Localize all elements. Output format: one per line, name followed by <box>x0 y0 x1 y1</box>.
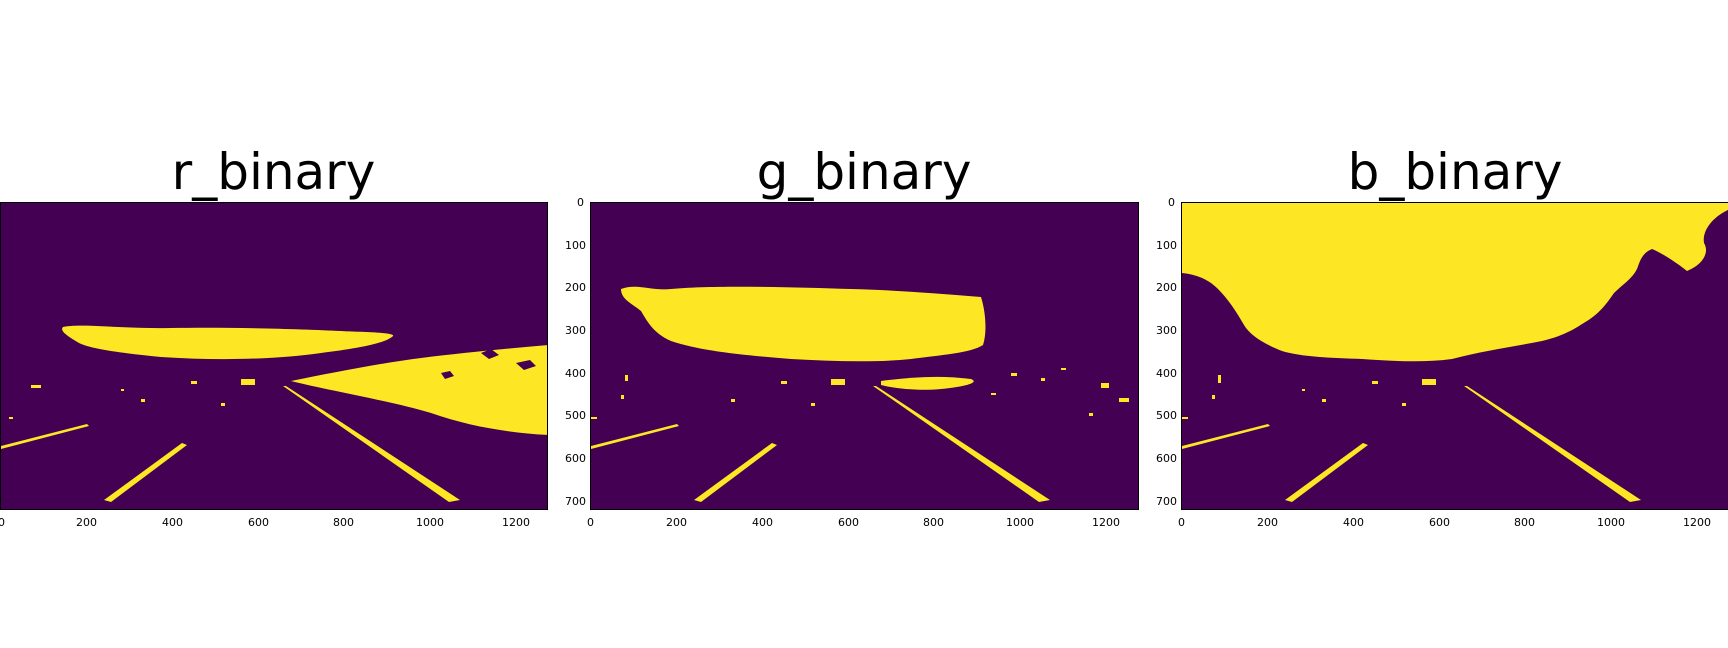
y-tick-label: 0 <box>1168 196 1175 209</box>
panel-title: r_binary <box>0 147 547 197</box>
x-tick-label: 0 <box>1178 516 1185 529</box>
y-tick-label: 700 <box>1156 495 1177 508</box>
x-tick-label: 1200 <box>1683 516 1711 529</box>
y-tick-label: 600 <box>1156 452 1177 465</box>
x-tick-label: 1000 <box>1597 516 1625 529</box>
x-tick-label: 400 <box>1343 516 1364 529</box>
x-tick-label: 1000 <box>1006 516 1034 529</box>
x-tick-label: 800 <box>923 516 944 529</box>
x-tick-label: 600 <box>838 516 859 529</box>
panel-b-binary: b_binary 0 100 200 300 400 500 600 700 0… <box>1146 0 1728 648</box>
panel-g-binary: g_binary 0 1 <box>555 0 1145 648</box>
x-tick-label: 1000 <box>416 516 444 529</box>
x-tick-label: 1200 <box>1092 516 1120 529</box>
x-tick-label: 600 <box>1429 516 1450 529</box>
x-tick-label: 1200 <box>502 516 530 529</box>
y-tick-label: 400 <box>565 367 586 380</box>
x-tick-label: 400 <box>162 516 183 529</box>
y-tick-label: 200 <box>1156 281 1177 294</box>
y-tick-label: 300 <box>565 324 586 337</box>
y-tick-label: 100 <box>1156 239 1177 252</box>
x-tick-label: 200 <box>76 516 97 529</box>
y-tick-label: 700 <box>565 495 586 508</box>
y-tick-label: 400 <box>1156 367 1177 380</box>
y-tick-label: 300 <box>1156 324 1177 337</box>
x-tick-label: 400 <box>752 516 773 529</box>
image-canvas <box>1182 203 1728 510</box>
y-tick-label: 500 <box>1156 409 1177 422</box>
x-tick-label: 800 <box>333 516 354 529</box>
binary-image-g <box>590 202 1139 510</box>
y-tick-label: 100 <box>565 239 586 252</box>
x-tick-label: 200 <box>666 516 687 529</box>
binary-image-b <box>1181 202 1728 510</box>
panel-title: b_binary <box>1181 147 1728 197</box>
image-canvas <box>591 203 1139 510</box>
y-tick-label: 500 <box>565 409 586 422</box>
panel-title: g_binary <box>590 147 1138 197</box>
x-tick-label: 0 <box>0 516 5 529</box>
y-tick-label: 600 <box>565 452 586 465</box>
binary-image-r <box>0 202 548 510</box>
y-tick-label: 0 <box>577 196 584 209</box>
y-tick-label: 200 <box>565 281 586 294</box>
image-canvas <box>1 203 548 510</box>
x-tick-label: 600 <box>248 516 269 529</box>
x-tick-label: 200 <box>1257 516 1278 529</box>
x-tick-label: 0 <box>587 516 594 529</box>
x-tick-label: 800 <box>1514 516 1535 529</box>
panel-r-binary: r_binary 0 200 400 600 800 1000 1200 <box>0 0 560 648</box>
